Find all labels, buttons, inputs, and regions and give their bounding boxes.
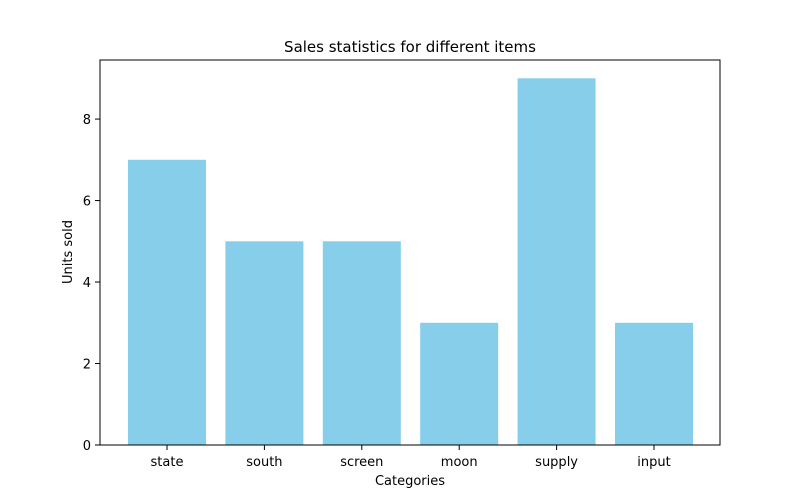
bars-layer <box>128 78 693 446</box>
x-tick-label: supply <box>535 455 578 470</box>
x-tick-label: screen <box>340 455 383 470</box>
y-axis-ticks: 0 2 4 6 8 <box>83 113 100 454</box>
x-tick-label: south <box>246 455 282 470</box>
x-axis-label: Categories <box>375 474 445 489</box>
bar-input <box>615 322 693 445</box>
x-axis-ticks: state south screen moon supply input <box>151 445 671 470</box>
x-tick-label: state <box>151 455 184 470</box>
y-tick-label: 4 <box>83 276 91 291</box>
y-axis-label: Units sold <box>61 220 76 284</box>
x-tick-label: input <box>637 455 670 470</box>
y-tick-label: 6 <box>83 195 91 210</box>
bar-screen <box>322 241 401 445</box>
y-tick-label: 2 <box>83 358 91 373</box>
plot-frame <box>99 59 721 446</box>
bar-moon <box>420 322 499 445</box>
bar-supply <box>517 78 596 446</box>
y-tick-label: 8 <box>83 113 91 128</box>
bar-state <box>128 159 206 446</box>
y-tick-label: 0 <box>83 439 91 454</box>
bar-south <box>225 241 304 445</box>
chart-title: Sales statistics for different items <box>284 38 536 56</box>
x-tick-label: moon <box>441 455 478 470</box>
